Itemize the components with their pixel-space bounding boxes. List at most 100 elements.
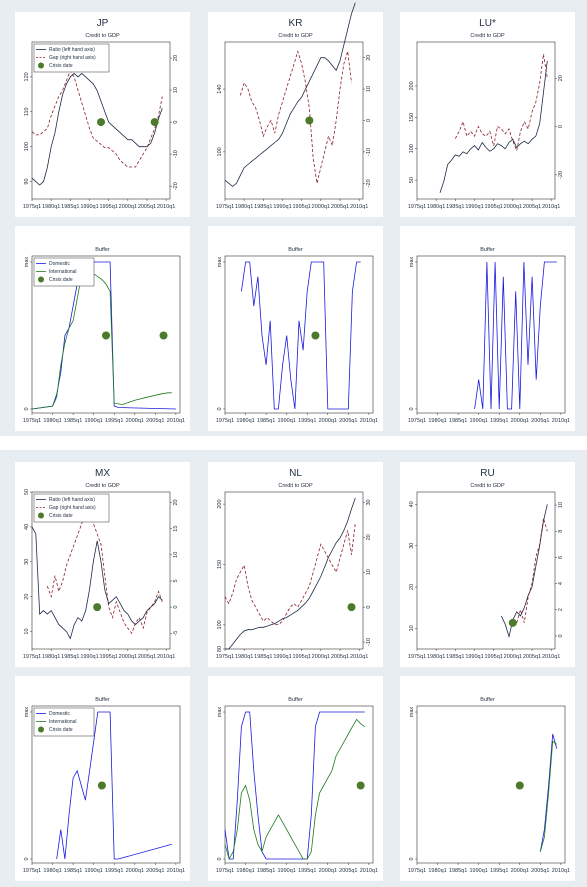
x-tick-label: 1980q1 [428, 418, 446, 424]
series-line-international [539, 740, 558, 852]
x-tick-label: 1975q1 [408, 868, 426, 874]
panel-background [400, 676, 575, 881]
y-tick-label-right: 8 [558, 530, 564, 533]
x-tick-label: 2005q1 [331, 654, 349, 660]
chart-subtitle: Buffer [480, 697, 495, 703]
crisis-marker [508, 618, 517, 627]
x-tick-label: 2005q1 [146, 418, 164, 424]
y-tick-label: 0 [217, 857, 223, 860]
x-tick-label: 2010q1 [360, 418, 378, 424]
panel-background [208, 462, 383, 667]
x-tick-label: 2010q1 [360, 868, 378, 874]
x-tick-label: 1985q1 [254, 204, 272, 210]
y-tick-label-right: 15 [173, 526, 179, 532]
series-line-ratio [439, 60, 548, 193]
plot-frame [416, 491, 556, 650]
x-tick-label: 2000q1 [126, 418, 144, 424]
x-tick-label: 1995q1 [292, 204, 310, 210]
chart-subtitle: Credit to GDP [85, 33, 120, 39]
y-tick-label-left: 80 [217, 646, 223, 652]
chart-title: KR [289, 18, 303, 29]
crisis-marker [97, 118, 105, 127]
y-tick-label-right: 0 [558, 125, 564, 128]
x-tick-label: 1975q1 [23, 654, 41, 660]
x-tick-label: 1985q1 [61, 654, 79, 660]
x-tick-label: 1990q1 [469, 418, 487, 424]
y-tick-label-left: 200 [217, 499, 223, 508]
panel-background [15, 226, 190, 431]
x-tick-label: 1975q1 [23, 868, 41, 874]
x-tick-label: 2005q1 [146, 868, 164, 874]
series-line-gap [516, 518, 548, 623]
x-tick-label: 2005q1 [531, 418, 549, 424]
x-tick-label: 1985q1 [61, 204, 79, 210]
chart-subtitle: Credit to GDP [470, 33, 505, 39]
x-tick-label: 1990q1 [273, 204, 291, 210]
x-tick-label: 1980q1 [42, 204, 60, 210]
crisis-marker [102, 331, 110, 340]
x-tick-label: 1995q1 [105, 868, 123, 874]
x-tick-label: 1980q1 [428, 868, 446, 874]
x-tick-label: 2000q1 [312, 204, 330, 210]
y-tick-label: max [24, 707, 30, 718]
x-tick-label: 2010q1 [350, 204, 368, 210]
legend-crisis-swatch [38, 276, 44, 283]
legend-label: Gap (right hand axis) [49, 505, 96, 511]
series-line-gap [239, 50, 352, 184]
x-tick-label: 1985q1 [254, 654, 272, 660]
x-tick-label: 1990q1 [273, 654, 291, 660]
x-tick-label: 1985q1 [446, 204, 464, 210]
x-tick-label: 2000q1 [504, 654, 522, 660]
plot-frame [31, 705, 181, 864]
y-tick-label-right: -5 [173, 631, 179, 636]
x-tick-label: 1975q1 [23, 204, 41, 210]
x-tick-label: 2000q1 [504, 204, 522, 210]
crisis-marker [159, 331, 168, 340]
x-tick-label: 1990q1 [80, 654, 98, 660]
x-tick-label: 1975q1 [216, 868, 234, 874]
panel-background [15, 676, 190, 881]
series-line-domestic [224, 711, 365, 860]
x-tick-label: 1995q1 [484, 654, 502, 660]
y-tick-label-left: 10 [24, 628, 30, 634]
y-tick-label-right: 0 [366, 119, 372, 122]
chart-subtitle: Buffer [95, 247, 110, 253]
x-tick-label: 1975q1 [216, 204, 234, 210]
y-tick-label-right: -20 [173, 182, 179, 190]
panel-background [15, 12, 190, 217]
crisis-marker [97, 781, 106, 790]
chart-subtitle: Credit to GDP [278, 483, 313, 489]
series-line-international [224, 718, 366, 861]
x-tick-label: 2010q1 [157, 654, 175, 660]
legend-label: International [49, 269, 77, 275]
x-tick-label: 2000q1 [319, 418, 337, 424]
y-tick-label-left: 20 [24, 594, 30, 600]
chart-title: NL [289, 468, 302, 479]
x-tick-label: 1985q1 [257, 418, 275, 424]
legend-box [33, 493, 110, 523]
series-line-ratio-left-hand-axis [31, 526, 163, 640]
panel-background [400, 462, 575, 667]
y-tick-label-right: 2 [558, 608, 564, 611]
y-tick-label-left: 10 [409, 625, 415, 631]
y-tick-label-right: -10 [366, 148, 372, 156]
legend-label: Ratio (left hand axis) [49, 497, 95, 503]
x-tick-label: 1985q1 [64, 868, 82, 874]
legend-box [33, 257, 95, 287]
y-tick-label-right: 4 [558, 582, 564, 585]
series-line-domestic [56, 711, 172, 860]
x-tick-label: 1995q1 [490, 868, 508, 874]
y-tick-label-left: 150 [217, 560, 223, 569]
x-tick-label: 2010q1 [552, 868, 570, 874]
chart-panel-jp_buf: Buffer 1975q1 1980q1 1985q1 1990q1 1995q1 2000… [15, 226, 190, 431]
x-tick-label: 2000q1 [312, 654, 330, 660]
y-tick-label: max [217, 707, 223, 718]
x-tick-label: 1995q1 [99, 204, 117, 210]
chart-panel-ru_buf: Buffer 1975q1 1980q1 1985q1 1990q1 1995q1 2000… [400, 676, 575, 881]
x-tick-label: 1995q1 [484, 204, 502, 210]
y-tick-label-right: -10 [366, 638, 372, 646]
legend-label: Crisis date [49, 727, 73, 733]
y-tick-label-right: 20 [366, 534, 372, 540]
chart-title: MX [95, 468, 110, 479]
